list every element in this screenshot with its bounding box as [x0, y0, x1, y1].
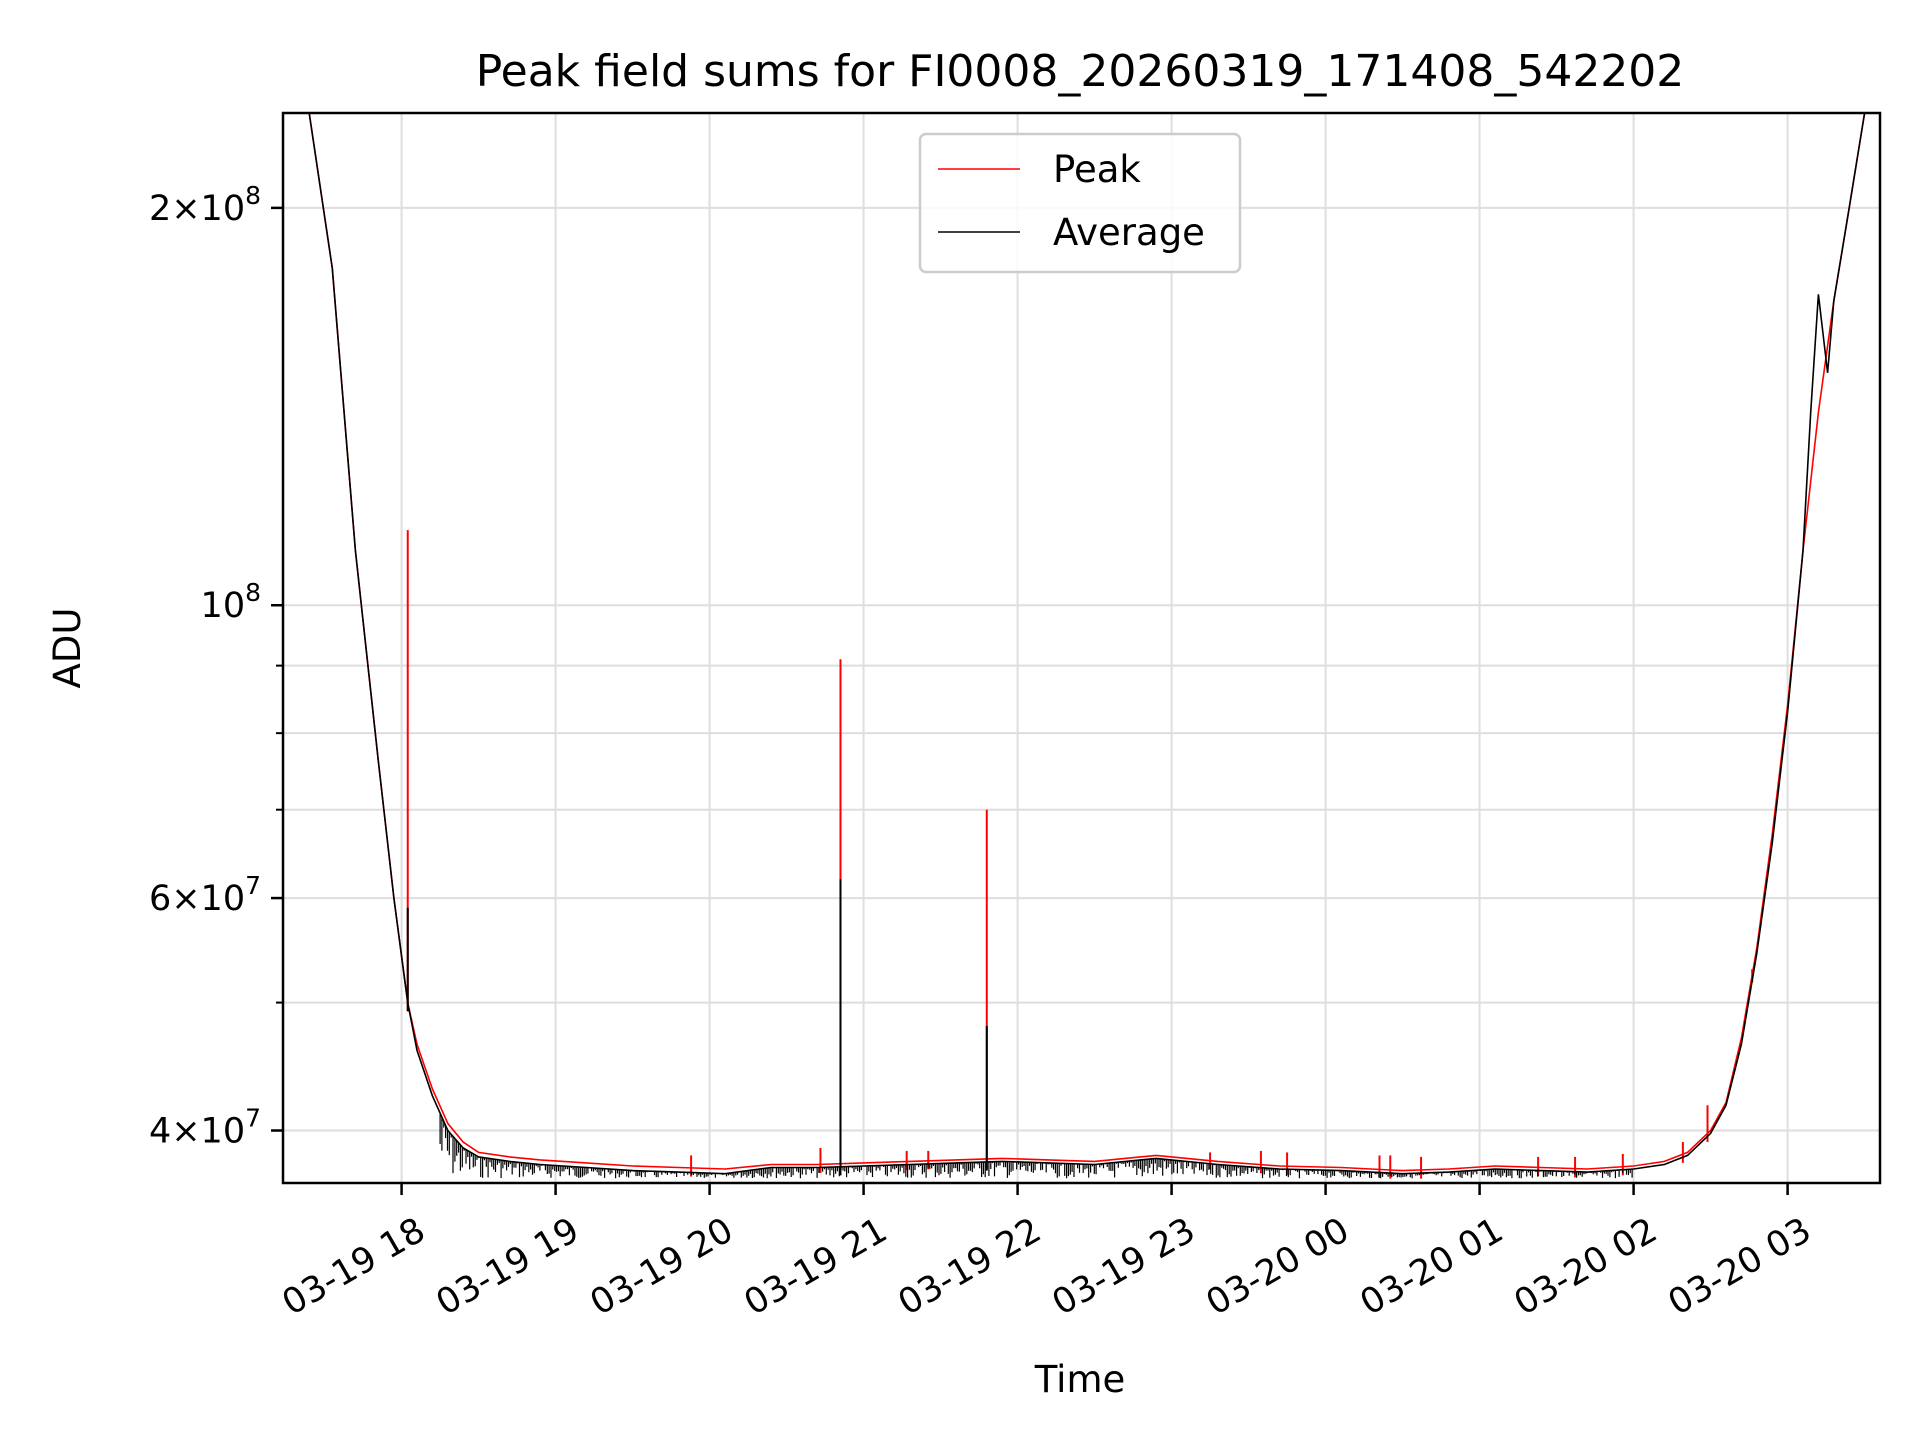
- series-line: [283, 113, 1880, 1172]
- plot-area: [283, 113, 1880, 1179]
- y-axis-ticks: 4×107 6×107 108 2×108: [149, 181, 283, 1152]
- y-tick-label: 2×108: [149, 181, 261, 229]
- y-tick-label: 108: [201, 578, 261, 626]
- plot-frame: [281, 111, 1882, 1185]
- legend-label-peak: Peak: [1053, 148, 1141, 191]
- legend: Peak Average: [918, 132, 1242, 274]
- series-average: [283, 113, 1880, 1179]
- y-axis-label: ADU: [46, 608, 89, 689]
- y-tick-label: 4×107: [149, 1104, 261, 1152]
- chart-title: Peak field sums for FI0008_20260319_1714…: [476, 46, 1685, 97]
- x-axis-label: Time: [1034, 1358, 1126, 1401]
- y-tick-label: 6×107: [149, 871, 261, 919]
- legend-label-average: Average: [1053, 211, 1205, 254]
- series-noise: [439, 1112, 1633, 1179]
